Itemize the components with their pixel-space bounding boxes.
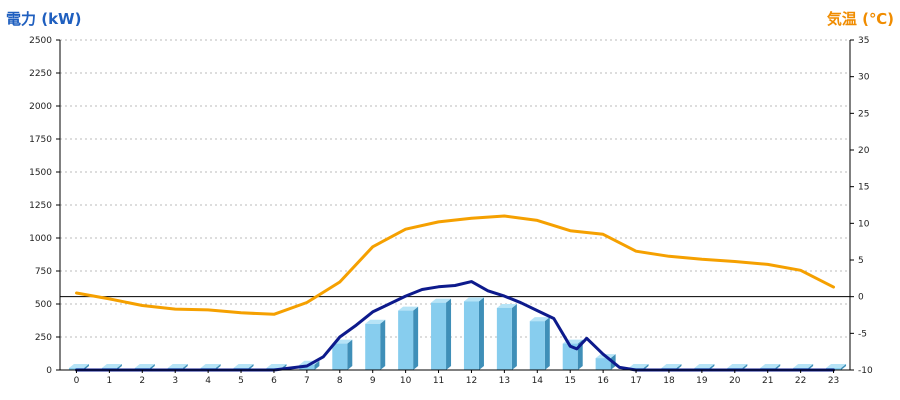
bar-top xyxy=(200,364,221,368)
x-tick-label: 0 xyxy=(74,376,80,386)
bar-top xyxy=(826,364,847,368)
y-left-tick-label: 500 xyxy=(35,300,52,310)
bar-top xyxy=(628,364,649,368)
x-tick-label: 11 xyxy=(433,376,444,386)
bar-top xyxy=(68,364,89,368)
x-tick-label: 15 xyxy=(564,376,575,386)
x-tick-label: 2 xyxy=(139,376,145,386)
bar-side xyxy=(347,339,353,370)
power-line xyxy=(75,280,835,372)
x-tick-label: 23 xyxy=(828,376,839,386)
bar-front xyxy=(431,302,447,370)
x-tick-label: 6 xyxy=(271,376,277,386)
left-axis-title: 電力 (kW) xyxy=(6,10,81,28)
x-tick-label: 9 xyxy=(370,376,376,386)
y-right-tick-label: 20 xyxy=(858,146,870,156)
bar-top xyxy=(398,306,419,311)
x-tick-label: 19 xyxy=(696,376,708,386)
x-tick-label: 16 xyxy=(597,376,609,386)
grid-layer xyxy=(60,39,850,338)
bar xyxy=(398,306,419,370)
bar-top xyxy=(365,319,386,324)
bar xyxy=(496,303,517,370)
bar-front xyxy=(562,343,578,370)
bar-side xyxy=(478,297,484,370)
y-right-tick-label: 15 xyxy=(858,183,869,193)
y-left-tick-label: 1500 xyxy=(29,168,52,178)
y-right-tick-label: 30 xyxy=(858,73,870,83)
y-right-tick-label: -5 xyxy=(858,329,867,339)
bar-top xyxy=(694,364,715,368)
x-tick-label: 14 xyxy=(532,376,544,386)
x-tick-label: 3 xyxy=(172,376,178,386)
right-axis-title: 気温 (℃) xyxy=(827,10,894,28)
y-right-tick-label: -10 xyxy=(858,366,873,376)
y-right-tick-label: 25 xyxy=(858,109,869,119)
bar-front xyxy=(595,358,611,370)
x-tick-label: 13 xyxy=(499,376,510,386)
y-left-tick-label: 750 xyxy=(35,267,52,277)
bar-front xyxy=(529,321,545,370)
y-left-tick-label: 1000 xyxy=(29,234,52,244)
y-left-tick-label: 0 xyxy=(46,366,52,376)
bar-top xyxy=(167,364,188,368)
bar-side xyxy=(544,317,550,370)
bar-top xyxy=(727,364,748,368)
y-right-tick-label: 0 xyxy=(858,293,864,303)
bar-side xyxy=(413,306,419,370)
bar-top xyxy=(266,364,287,368)
bar-top xyxy=(793,364,814,368)
bar-top xyxy=(529,317,550,322)
bar-side xyxy=(511,303,517,370)
bar-front xyxy=(332,343,348,370)
bar-front xyxy=(496,307,512,370)
y-left-tick-label: 2000 xyxy=(29,102,52,112)
y-left-tick-label: 1250 xyxy=(29,201,52,211)
bar-side xyxy=(446,298,452,370)
x-tick-label: 18 xyxy=(663,376,675,386)
y-right-tick-label: 10 xyxy=(858,219,870,229)
y-left-tick-label: 2500 xyxy=(29,36,52,46)
bar-series xyxy=(68,297,847,370)
x-tick-label: 7 xyxy=(304,376,310,386)
bar xyxy=(431,298,452,370)
x-tick-label: 4 xyxy=(205,376,211,386)
x-tick-label: 17 xyxy=(630,376,641,386)
bar xyxy=(529,317,550,370)
y-left-tick-label: 250 xyxy=(35,333,52,343)
bar-side xyxy=(380,319,386,370)
bar-side xyxy=(841,364,847,370)
y-left-tick-label: 2250 xyxy=(29,69,52,79)
bar-front xyxy=(463,301,479,370)
bar-top xyxy=(463,297,484,302)
bar-side xyxy=(314,360,320,370)
x-tick-label: 21 xyxy=(762,376,773,386)
bar xyxy=(463,297,484,370)
x-tick-label: 1 xyxy=(107,376,113,386)
bar xyxy=(365,319,386,370)
line-series xyxy=(75,214,835,372)
y-left-tick-label: 1750 xyxy=(29,135,52,145)
bar-top xyxy=(431,298,452,303)
x-tick-label: 8 xyxy=(337,376,343,386)
x-tick-label: 5 xyxy=(238,376,244,386)
temperature-line xyxy=(75,214,835,316)
bar-top xyxy=(233,364,254,368)
bar-top xyxy=(496,303,517,308)
bar-front xyxy=(398,310,414,370)
bar-top xyxy=(134,364,155,368)
bar-front xyxy=(365,323,381,370)
x-tick-label: 10 xyxy=(400,376,412,386)
bar xyxy=(332,339,353,370)
x-tick-label: 20 xyxy=(729,376,741,386)
bar-top xyxy=(760,364,781,368)
y-right-tick-label: 5 xyxy=(858,256,864,266)
axes: 02505007501000125015001750200022502500-1… xyxy=(29,36,873,386)
bar-top xyxy=(661,364,682,368)
x-tick-label: 12 xyxy=(466,376,477,386)
y-right-tick-label: 35 xyxy=(858,36,869,46)
bar-top xyxy=(101,364,122,368)
x-tick-label: 22 xyxy=(795,376,806,386)
